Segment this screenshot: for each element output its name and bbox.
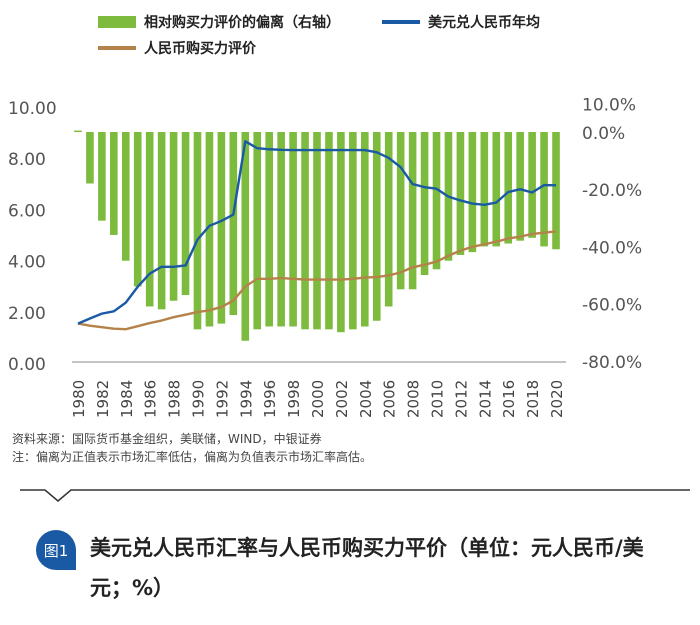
bar-2020	[552, 132, 560, 250]
figure-caption: 美元兑人民币汇率与人民币购买力平价（单位：元人民币/美元；%）	[90, 536, 644, 600]
x-tick-label: 2016	[500, 380, 518, 418]
right-tick-label: -80.0%	[582, 353, 642, 373]
bar-2015	[492, 132, 501, 247]
bar-1987	[157, 132, 166, 310]
bar-2016	[504, 132, 513, 244]
bar-1984	[121, 132, 130, 261]
right-tick-label: 0.0%	[582, 124, 625, 144]
legend-usd-label: 美元兑人民币年均	[428, 15, 540, 31]
bar-1985	[133, 132, 142, 287]
ppp-line	[77, 230, 557, 331]
chart-svg: 0.00 2.00 4.00 6.00 8.00 10.00 -80.0% -60.0% -40…	[8, 95, 642, 418]
x-tick-label: 1984	[118, 380, 136, 418]
usd-line	[77, 140, 557, 325]
bar-2008	[408, 132, 417, 290]
divider-line	[20, 489, 690, 502]
x-tick-label: 1996	[261, 380, 279, 418]
legend-ppp: 人民币购买力评价	[98, 38, 256, 58]
x-tick-label: 2012	[452, 380, 470, 418]
bar-2001	[325, 132, 333, 330]
x-tick-label: 2004	[357, 380, 375, 418]
bar-2007	[396, 132, 405, 290]
left-tick-label: 0.00	[8, 355, 46, 375]
left-tick-label: 4.00	[8, 253, 46, 273]
x-tick-label: 1998	[285, 380, 303, 418]
bar-1991	[205, 132, 214, 327]
x-tick-label: 1988	[166, 380, 184, 418]
x-tick-label: 2006	[381, 380, 399, 418]
x-tick-label: 2018	[524, 380, 542, 418]
bar-2003	[349, 132, 357, 330]
bar-2018	[528, 132, 536, 238]
legend-bars-swatch	[98, 16, 136, 28]
legend-bars-label: 相对购买力评价的偏离（右轴）	[144, 15, 340, 31]
legend-ppp-swatch	[98, 46, 136, 50]
x-tick-label: 2010	[429, 380, 447, 418]
right-tick-label: 10.0%	[582, 95, 636, 115]
x-tick-label: 2020	[548, 380, 566, 418]
bar-2010	[432, 132, 441, 270]
bar-2000	[313, 132, 321, 330]
bar-2006	[384, 132, 393, 307]
bar-1980	[74, 130, 82, 133]
footnote: 注：偏离为正值表示市场汇率低估，偏离为负值表示市场汇率高估。	[12, 450, 373, 464]
x-tick-label: 1980	[70, 380, 88, 418]
x-tick-label: 2002	[333, 380, 351, 418]
legend-usd-swatch	[382, 20, 420, 24]
legend-ppp-label: 人民币购买力评价	[144, 41, 256, 57]
bar-1983	[110, 132, 118, 235]
right-tick-label: -40.0%	[582, 238, 642, 258]
bar-1989	[181, 132, 190, 296]
bar-1998	[289, 132, 297, 327]
bar-1990	[193, 132, 202, 330]
bar-2004	[361, 132, 369, 327]
x-tick-label: 1990	[189, 380, 207, 418]
left-tick-label: 2.00	[8, 304, 46, 324]
left-tick-label: 10.00	[8, 99, 57, 119]
x-tick-label: 1982	[94, 380, 112, 418]
x-tick-label: 1992	[213, 380, 231, 418]
right-tick-label: -20.0%	[582, 181, 642, 201]
legend-usd: 美元兑人民币年均	[382, 12, 540, 32]
bar-1999	[301, 132, 309, 330]
bar-2005	[372, 132, 381, 321]
bar-1997	[277, 132, 285, 327]
legend-bars: 相对购买力评价的偏离（右轴）	[98, 12, 340, 32]
bar-2017	[516, 132, 524, 241]
bar-1982	[98, 132, 106, 221]
left-tick-label: 6.00	[8, 201, 46, 221]
bar-2012	[456, 132, 465, 255]
bar-2002	[337, 132, 345, 333]
bar-1994	[241, 132, 250, 341]
bar-1986	[145, 132, 154, 307]
bar-2013	[468, 132, 477, 253]
bar-1992	[217, 132, 226, 324]
bar-1988	[169, 132, 178, 301]
x-tick-label: 1994	[237, 380, 255, 418]
x-tick-label: 1986	[142, 380, 160, 418]
bar-1981	[86, 132, 94, 184]
x-tick-label: 2014	[476, 380, 494, 418]
figure-badge: 图1	[36, 530, 76, 570]
left-tick-label: 8.00	[8, 150, 46, 170]
x-tick-label: 2008	[405, 380, 423, 418]
bar-2019	[540, 132, 548, 247]
bar-2014	[480, 132, 489, 247]
bar-2009	[420, 132, 429, 275]
bar-1995	[253, 132, 262, 330]
source-note: 资料来源：国际货币基金组织，美联储，WIND，中银证券	[12, 432, 322, 446]
bar-1993	[229, 132, 238, 316]
right-tick-label: -60.0%	[582, 296, 642, 316]
bar-1996	[265, 132, 273, 327]
x-tick-label: 2000	[309, 380, 327, 418]
